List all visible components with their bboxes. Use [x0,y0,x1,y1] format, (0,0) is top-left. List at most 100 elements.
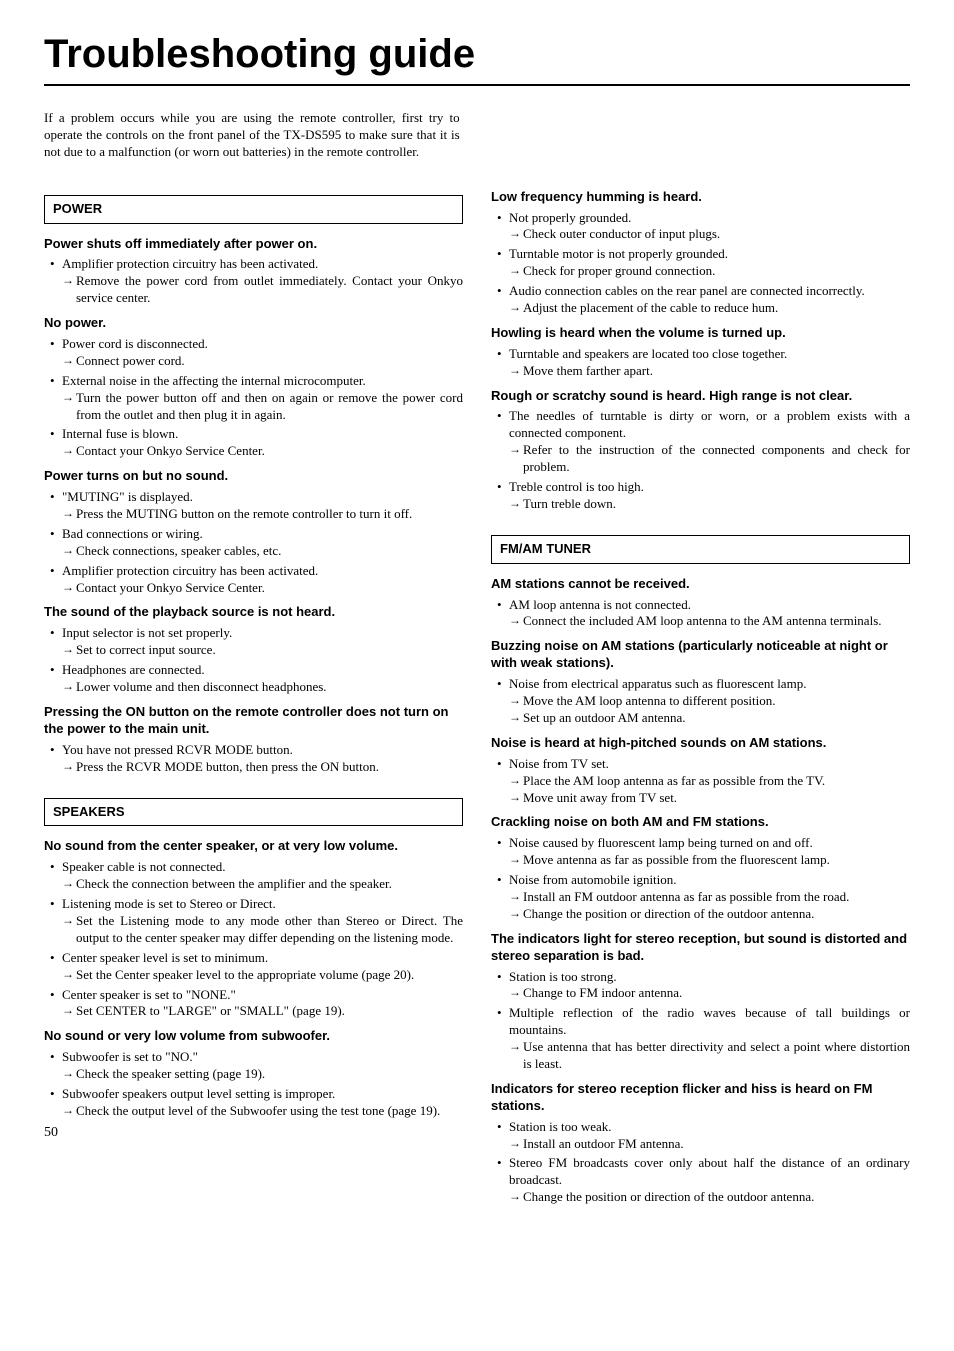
list-item: Speaker cable is not connected. Check th… [44,859,463,893]
subhead: Power turns on but no sound. [44,468,463,485]
item-list: Amplifier protection circuitry has been … [44,256,463,307]
cause-text: Noise from electrical apparatus such as … [509,676,806,691]
cause-text: Audio connection cables on the rear pane… [509,283,865,298]
solution-text: Turn treble down. [509,496,910,513]
subhead: Howling is heard when the volume is turn… [491,325,910,342]
list-item: Treble control is too high. Turn treble … [491,479,910,513]
cause-text: Subwoofer is set to "NO." [62,1049,198,1064]
solution-text: Remove the power cord from outlet immedi… [62,273,463,307]
list-item: Power cord is disconnected. Connect powe… [44,336,463,370]
list-item: Center speaker level is set to minimum. … [44,950,463,984]
solution-text: Change the position or direction of the … [509,906,910,923]
cause-text: Power cord is disconnected. [62,336,208,351]
item-list: Turntable and speakers are located too c… [491,346,910,380]
list-item: AM loop antenna is not connected. Connec… [491,597,910,631]
list-item: Station is too strong. Change to FM indo… [491,969,910,1003]
item-list: Power cord is disconnected. Connect powe… [44,336,463,460]
cause-text: Turntable and speakers are located too c… [509,346,787,361]
solution-text: Set CENTER to "LARGE" or "SMALL" (page 1… [62,1003,463,1020]
cause-text: External noise in the affecting the inte… [62,373,366,388]
subhead: No sound or very low volume from subwoof… [44,1028,463,1045]
section-header-speakers: SPEAKERS [44,798,463,827]
solution-text: Change the position or direction of the … [509,1189,910,1206]
list-item: Input selector is not set properly. Set … [44,625,463,659]
list-item: Listening mode is set to Stereo or Direc… [44,896,463,947]
subhead: Crackling noise on both AM and FM statio… [491,814,910,831]
item-list: The needles of turntable is dirty or wor… [491,408,910,512]
list-item: Turntable motor is not properly grounded… [491,246,910,280]
list-item: Noise from TV set. Place the AM loop ant… [491,756,910,807]
solution-text: Check the connection between the amplifi… [62,876,463,893]
solution-text: Install an outdoor FM antenna. [509,1136,910,1153]
list-item: Amplifier protection circuitry has been … [44,256,463,307]
cause-text: Amplifier protection circuitry has been … [62,256,318,271]
item-list: "MUTING" is displayed. Press the MUTING … [44,489,463,596]
solution-text: Change to FM indoor antenna. [509,985,910,1002]
subhead: Pressing the ON button on the remote con… [44,704,463,738]
solution-text: Move the AM loop antenna to different po… [509,693,910,710]
page-number: 50 [44,1124,463,1142]
subhead: Buzzing noise on AM stations (particular… [491,638,910,672]
cause-text: Listening mode is set to Stereo or Direc… [62,896,276,911]
list-item: External noise in the affecting the inte… [44,373,463,424]
item-list: Station is too weak. Install an outdoor … [491,1119,910,1206]
cause-text: Amplifier protection circuitry has been … [62,563,318,578]
subhead: Rough or scratchy sound is heard. High r… [491,388,910,405]
list-item: Bad connections or wiring. Check connect… [44,526,463,560]
subhead: Low frequency humming is heard. [491,189,910,206]
cause-text: AM loop antenna is not connected. [509,597,691,612]
solution-text: Adjust the placement of the cable to red… [509,300,910,317]
cause-text: Not properly grounded. [509,210,631,225]
cause-text: Stereo FM broadcasts cover only about ha… [509,1155,910,1187]
subhead: The indicators light for stereo receptio… [491,931,910,965]
solution-text: Check outer conductor of input plugs. [509,226,910,243]
solution-text: Install an FM outdoor antenna as far as … [509,889,910,906]
solution-text: Turn the power button off and then on ag… [62,390,463,424]
item-list: Input selector is not set properly. Set … [44,625,463,696]
item-list: AM loop antenna is not connected. Connec… [491,597,910,631]
solution-text: Set the Listening mode to any mode other… [62,913,463,947]
cause-text: Noise from TV set. [509,756,609,771]
solution-text: Contact your Onkyo Service Center. [62,580,463,597]
list-item: Headphones are connected. Lower volume a… [44,662,463,696]
cause-text: The needles of turntable is dirty or wor… [509,408,910,440]
list-item: Subwoofer speakers output level setting … [44,1086,463,1120]
list-item: "MUTING" is displayed. Press the MUTING … [44,489,463,523]
list-item: You have not pressed RCVR MODE button. P… [44,742,463,776]
subhead: Indicators for stereo reception flicker … [491,1081,910,1115]
cause-text: Speaker cable is not connected. [62,859,226,874]
item-list: Subwoofer is set to "NO." Check the spea… [44,1049,463,1120]
solution-text: Press the MUTING button on the remote co… [62,506,463,523]
section-header-power: POWER [44,195,463,224]
cause-text: Center speaker level is set to minimum. [62,950,268,965]
solution-text: Check the speaker setting (page 19). [62,1066,463,1083]
solution-text: Set to correct input source. [62,642,463,659]
item-list: Noise from TV set. Place the AM loop ant… [491,756,910,807]
solution-text: Set the Center speaker level to the appr… [62,967,463,984]
content-columns: POWER Power shuts off immediately after … [44,189,910,1214]
item-list: Noise from electrical apparatus such as … [491,676,910,727]
list-item: Subwoofer is set to "NO." Check the spea… [44,1049,463,1083]
cause-text: Noise caused by fluorescent lamp being t… [509,835,813,850]
subhead: Noise is heard at high-pitched sounds on… [491,735,910,752]
cause-text: Input selector is not set properly. [62,625,232,640]
subhead: Power shuts off immediately after power … [44,236,463,253]
solution-text: Set up an outdoor AM antenna. [509,710,910,727]
cause-text: Bad connections or wiring. [62,526,203,541]
solution-text: Check for proper ground connection. [509,263,910,280]
solution-text: Press the RCVR MODE button, then press t… [62,759,463,776]
cause-text: Noise from automobile ignition. [509,872,677,887]
item-list: Speaker cable is not connected. Check th… [44,859,463,1020]
subhead: The sound of the playback source is not … [44,604,463,621]
item-list: You have not pressed RCVR MODE button. P… [44,742,463,776]
list-item: Multiple reflection of the radio waves b… [491,1005,910,1073]
cause-text: Headphones are connected. [62,662,205,677]
solution-text: Refer to the instruction of the connecte… [509,442,910,476]
cause-text: You have not pressed RCVR MODE button. [62,742,293,757]
list-item: Audio connection cables on the rear pane… [491,283,910,317]
item-list: Not properly grounded. Check outer condu… [491,210,910,317]
cause-text: Treble control is too high. [509,479,644,494]
list-item: Center speaker is set to "NONE." Set CEN… [44,987,463,1021]
subhead: AM stations cannot be received. [491,576,910,593]
list-item: Amplifier protection circuitry has been … [44,563,463,597]
